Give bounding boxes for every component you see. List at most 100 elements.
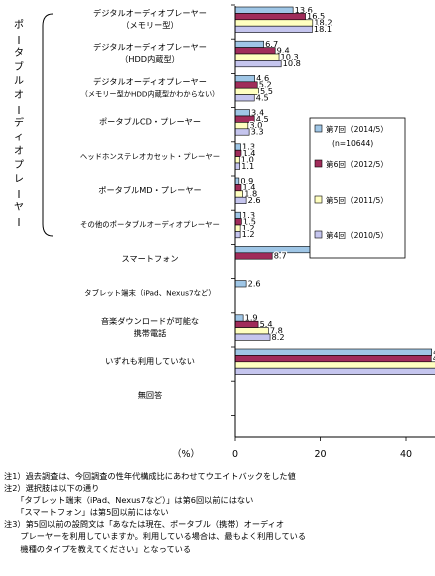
bar — [234, 224, 241, 232]
bar-value-label: 2.6 — [248, 278, 261, 288]
bar-value-label: 3.4 — [251, 107, 264, 117]
bar — [234, 367, 435, 375]
bar-chart: 13.616.518.218.16.79.410.310.84.65.25.54… — [14, 4, 435, 460]
group-label-char: ブ — [14, 60, 24, 73]
bar-value-label: 6.7 — [265, 39, 278, 49]
bar — [234, 60, 282, 68]
category-label: デジタルオーディオプレーヤー — [93, 76, 207, 86]
bar — [234, 156, 240, 164]
bar — [234, 109, 250, 117]
category-label: いずれも利用していない — [105, 356, 195, 366]
bar — [234, 128, 250, 136]
bar — [234, 211, 241, 219]
bar — [234, 252, 273, 260]
group-label-char: デ — [14, 116, 24, 129]
bar-value-label: 1.2 — [242, 229, 255, 239]
x-tick-label: 20 — [314, 449, 326, 460]
footnote-line: 注1）過去調査は、今回調査の性年代構成比にあわせてウエイトバックをした値 — [4, 471, 296, 481]
bar — [234, 327, 269, 335]
legend-swatch — [314, 159, 323, 168]
bar-value-label: 18.1 — [314, 24, 332, 34]
legend-label: 第6回（2012/5） — [326, 159, 388, 169]
bar-value-label: 1.9 — [245, 313, 258, 323]
x-tick-label: 40 — [400, 449, 412, 460]
bar — [234, 13, 306, 21]
bar — [234, 94, 255, 102]
group-label-char: オ — [14, 89, 24, 101]
bar — [234, 314, 244, 322]
bar-value-label: 1.5 — [243, 216, 256, 226]
group-label-char: オ — [14, 145, 24, 157]
bar-value-label: 5.5 — [260, 86, 273, 96]
bar-value-label: 45.9 — [433, 353, 435, 363]
bar-value-label: 7.8 — [270, 325, 283, 335]
footnote-line: 注2）選択肢は以下の通り — [4, 483, 100, 494]
group-label-char: ィ — [14, 132, 24, 143]
bar-value-label: 8.2 — [272, 332, 285, 342]
bar — [234, 47, 276, 55]
x-tick-label: 0 — [232, 449, 238, 460]
bar-value-label: 1.8 — [244, 189, 257, 199]
legend-swatch — [314, 195, 323, 204]
legend-swatch — [314, 230, 323, 239]
bar-value-label: 3.3 — [251, 127, 264, 137]
bar-value-label: 8.7 — [274, 251, 287, 261]
x-axis-unit: （%） — [172, 448, 200, 460]
category-label: （メモリー型かHDD内蔵型かわからない） — [81, 89, 220, 98]
footnote-line: 「タブレット端末（iPad、Nexus7など）」は第6回以前にはない — [4, 495, 254, 506]
bar-value-label: 1.2 — [242, 223, 255, 233]
bar — [234, 190, 243, 198]
bar — [234, 81, 258, 89]
group-label-char: ル — [14, 76, 24, 87]
bar-value-label: 9.4 — [277, 45, 290, 55]
bar-value-label: 1.3 — [242, 210, 255, 220]
bar — [234, 231, 241, 239]
bar — [234, 333, 271, 341]
group-label-char: タ — [14, 47, 24, 59]
bar — [234, 122, 249, 130]
bar — [234, 177, 240, 185]
bar — [234, 143, 241, 151]
bar — [234, 355, 432, 363]
bar-value-label: 1.4 — [242, 182, 255, 192]
group-label-char: ヤ — [14, 202, 24, 213]
bar — [234, 162, 241, 170]
bar — [234, 25, 313, 33]
bar — [234, 40, 264, 48]
group-label-char: プ — [14, 159, 24, 171]
category-label: タブレット端末（iPad、Nexus7など） — [84, 289, 216, 298]
bar-value-label: 18.2 — [314, 18, 332, 28]
footnote-line: プレーヤーを利用していますか。利用している場合は、最もよく利用している — [4, 531, 307, 542]
bar-value-label: 46.0 — [433, 347, 435, 357]
group-label-char: ポ — [14, 19, 24, 31]
legend-swatch — [314, 124, 323, 133]
bar-value-label: 1.1 — [241, 161, 254, 171]
category-label: デジタルオーディオプレーヤー — [93, 8, 207, 18]
bar — [234, 6, 294, 14]
category-label: ポータブルCD・プレーヤー — [99, 117, 201, 127]
bar — [234, 361, 435, 369]
bar — [234, 184, 242, 192]
bar-value-label: 4.5 — [256, 114, 269, 124]
bar — [234, 19, 314, 27]
bar-value-label: 1.3 — [242, 142, 255, 152]
bar — [234, 218, 242, 226]
category-label: 無回答 — [138, 390, 163, 400]
bar — [234, 320, 259, 328]
bar-value-label: 2.6 — [248, 195, 261, 205]
bar-value-label: 10.8 — [283, 58, 301, 68]
legend-box — [309, 117, 406, 259]
legend-label: 第4回（2010/5） — [326, 230, 388, 240]
bar-value-label: 1.0 — [241, 154, 254, 164]
legend-label: 第7回（2014/5） — [326, 124, 388, 134]
category-label: 携帯電話 — [134, 328, 167, 338]
bar-value-label: 1.4 — [242, 148, 255, 158]
category-label: スマートフォン — [121, 253, 178, 263]
category-label: その他のポータブルオーディオプレーヤー — [80, 220, 220, 229]
bar — [234, 196, 247, 204]
category-label: 音楽ダウンロードが可能な — [101, 316, 199, 326]
bar-value-label: 4.5 — [256, 92, 269, 102]
bar — [234, 53, 280, 61]
category-label: ポータブルMD・プレーヤー — [98, 185, 201, 195]
legend-note: (n=10644) — [332, 139, 373, 148]
